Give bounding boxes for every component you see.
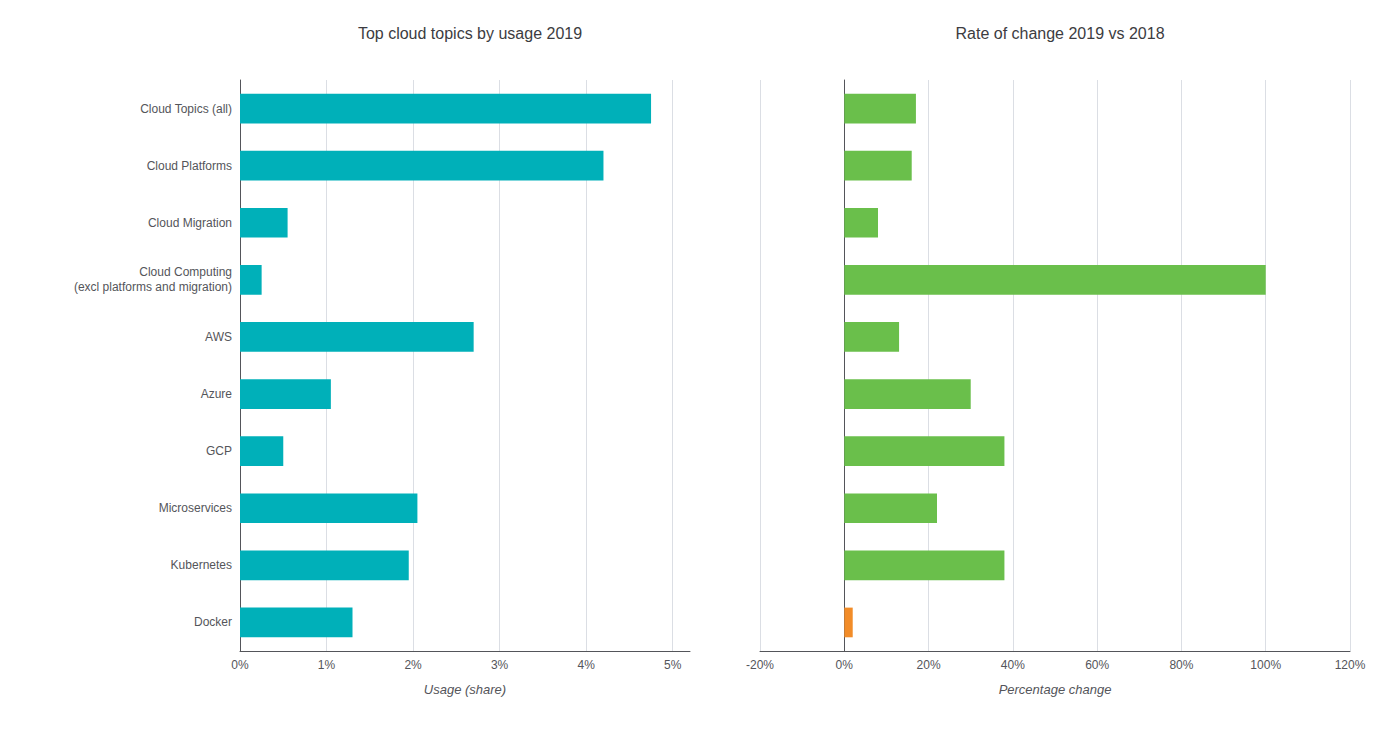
svg-text:Cloud Topics (all): Cloud Topics (all) xyxy=(140,102,232,116)
svg-text:3%: 3% xyxy=(491,658,509,672)
svg-text:5%: 5% xyxy=(664,658,682,672)
svg-text:-20%: -20% xyxy=(746,658,774,672)
svg-text:120%: 120% xyxy=(1335,658,1366,672)
svg-text:Cloud Migration: Cloud Migration xyxy=(148,216,232,230)
svg-text:Kubernetes: Kubernetes xyxy=(171,558,232,572)
svg-text:80%: 80% xyxy=(1169,658,1193,672)
svg-text:Usage (share): Usage (share) xyxy=(424,682,506,697)
svg-text:20%: 20% xyxy=(917,658,941,672)
svg-text:Cloud Platforms: Cloud Platforms xyxy=(147,159,232,173)
svg-text:Percentage change: Percentage change xyxy=(999,682,1112,697)
svg-text:Cloud Computing: Cloud Computing xyxy=(139,265,232,279)
svg-text:AWS: AWS xyxy=(205,330,232,344)
svg-text:1%: 1% xyxy=(318,658,336,672)
svg-text:GCP: GCP xyxy=(206,444,232,458)
svg-text:Azure: Azure xyxy=(201,387,233,401)
svg-text:(excl platforms and migration): (excl platforms and migration) xyxy=(74,280,232,294)
svg-text:Top cloud topics by usage 2019: Top cloud topics by usage 2019 xyxy=(358,25,582,42)
svg-text:0%: 0% xyxy=(231,658,249,672)
svg-text:60%: 60% xyxy=(1085,658,1109,672)
svg-text:40%: 40% xyxy=(1001,658,1025,672)
svg-text:Rate of change 2019 vs 2018: Rate of change 2019 vs 2018 xyxy=(955,25,1164,42)
svg-text:2%: 2% xyxy=(404,658,422,672)
svg-text:100%: 100% xyxy=(1250,658,1281,672)
svg-text:Docker: Docker xyxy=(194,615,232,629)
svg-text:4%: 4% xyxy=(577,658,595,672)
svg-text:0%: 0% xyxy=(836,658,854,672)
svg-text:Microservices: Microservices xyxy=(159,501,232,515)
